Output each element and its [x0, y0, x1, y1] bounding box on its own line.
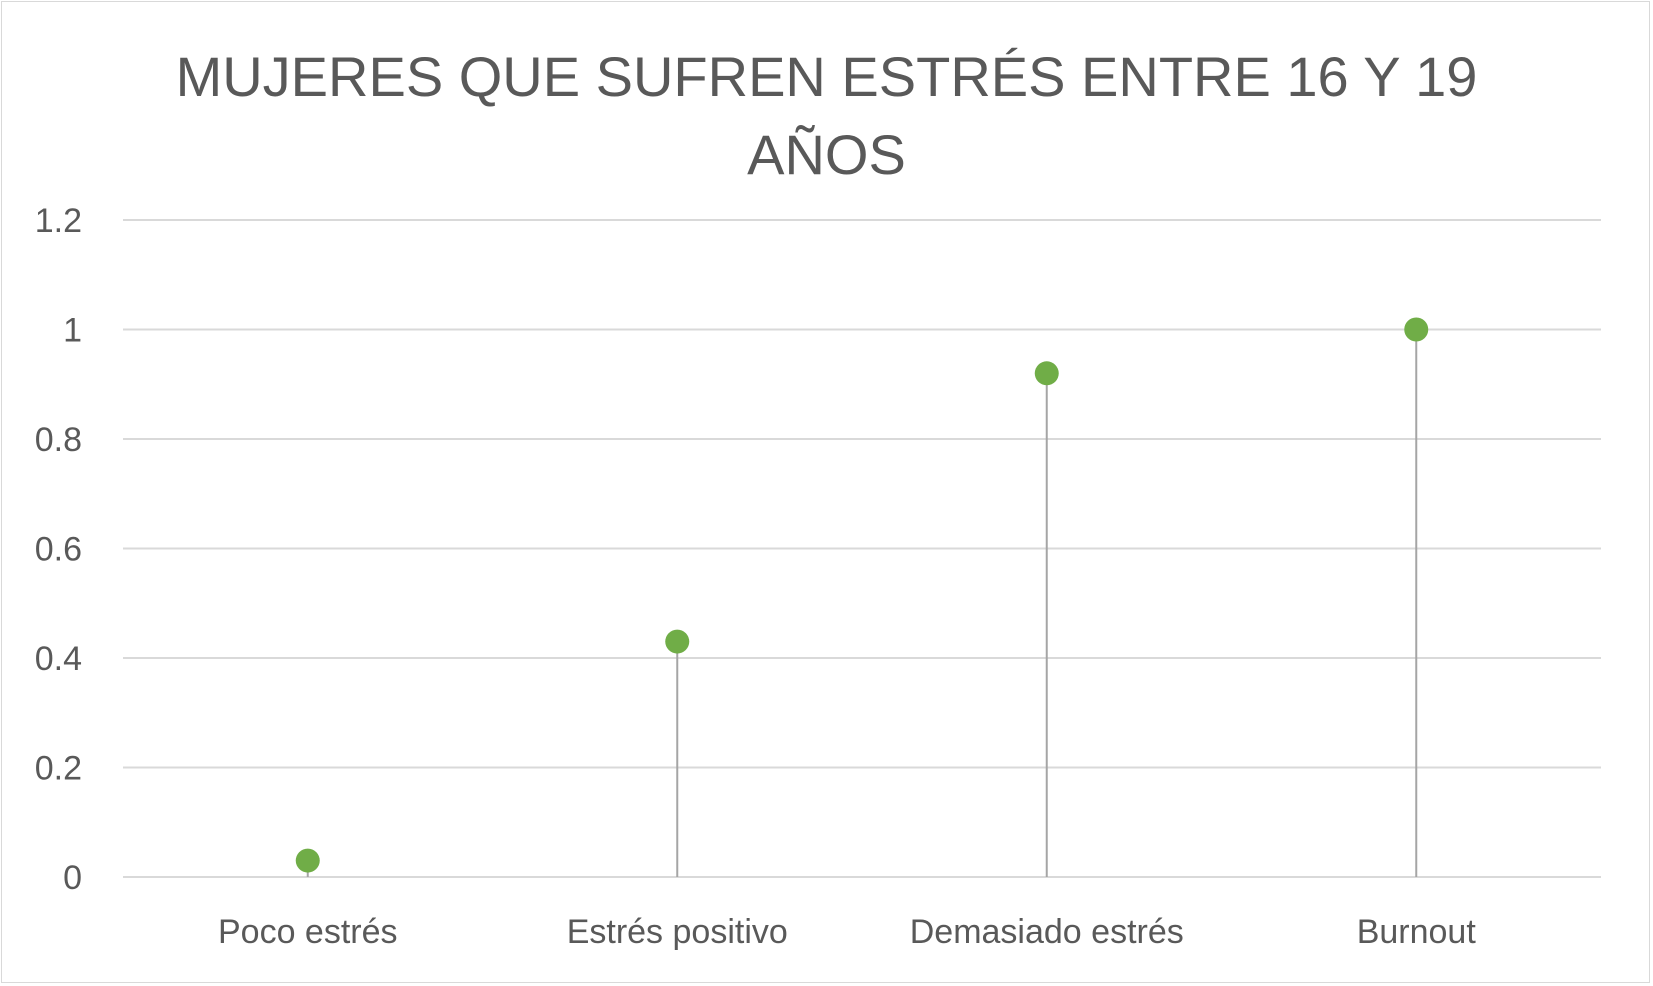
data-point [665, 629, 690, 654]
drop-lines [306, 329, 1418, 877]
x-tick-label: Burnout [1357, 913, 1477, 951]
data-point [1034, 361, 1059, 386]
x-tick-label: Estrés positivo [567, 913, 788, 951]
gridlines [123, 219, 1601, 878]
chart-title-line-2: AÑOS [747, 123, 906, 186]
x-tick-label: Poco estrés [218, 913, 398, 951]
data-point [295, 848, 320, 873]
data-point [1404, 317, 1429, 342]
y-tick-label: 1 [63, 312, 82, 350]
y-tick-label: 0 [63, 859, 82, 897]
y-axis-ticks: 0 0.2 0.4 0.6 0.8 1 1.2 [35, 202, 82, 897]
y-tick-label: 0.6 [35, 531, 82, 569]
y-tick-label: 0.4 [35, 640, 82, 678]
y-tick-label: 1.2 [35, 202, 82, 240]
y-tick-label: 0.8 [35, 421, 82, 459]
chart-title: MUJERES QUE SUFREN ESTRÉS ENTRE 16 Y 19 … [0, 38, 1653, 194]
y-tick-label: 0.2 [35, 750, 82, 788]
data-markers [295, 317, 1429, 873]
chart-title-line-1: MUJERES QUE SUFREN ESTRÉS ENTRE 16 Y 19 [175, 45, 1478, 108]
x-tick-label: Demasiado estrés [910, 913, 1184, 951]
x-axis-ticks: Poco estrés Estrés positivo Demasiado estr… [218, 913, 1476, 951]
